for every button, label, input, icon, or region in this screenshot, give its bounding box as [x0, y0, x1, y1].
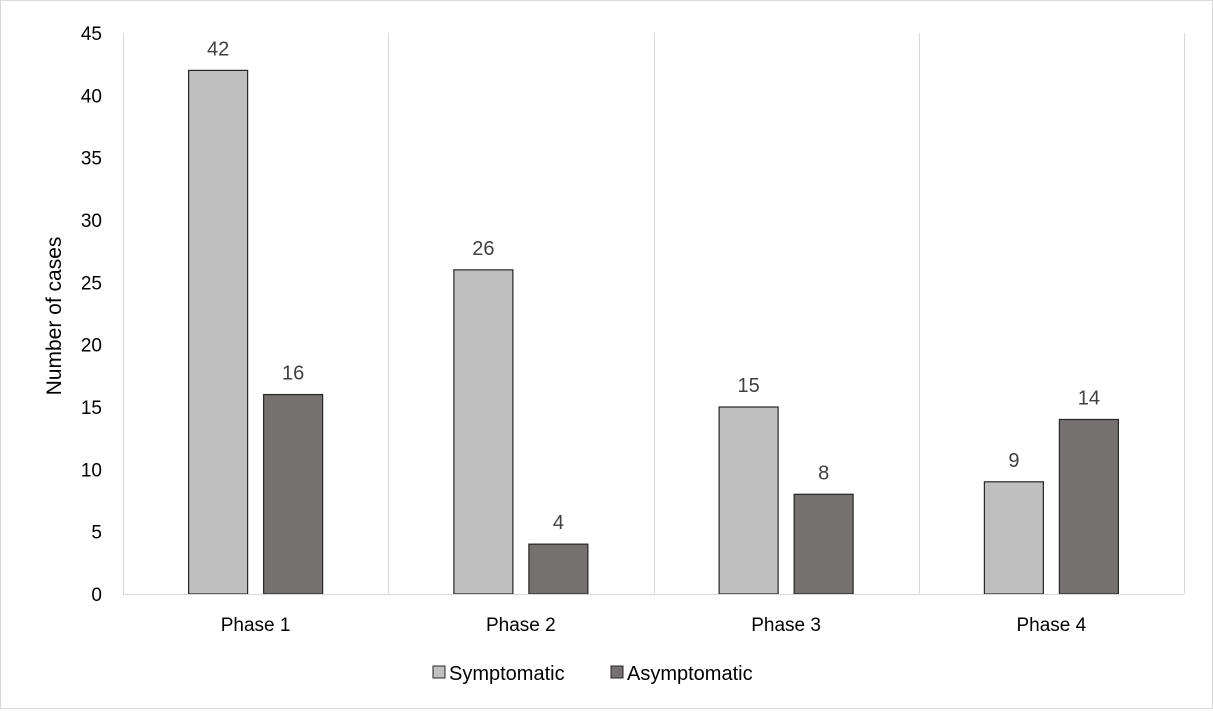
- y-tick-label: 30: [81, 211, 102, 232]
- grid-layer: [123, 33, 1185, 594]
- y-tick-label: 15: [81, 398, 102, 419]
- y-axis: 0 5 10 15 20 25 30 35 40 45: [81, 24, 102, 606]
- y-axis-title: Number of cases: [43, 237, 66, 396]
- legend-swatch-asymptomatic: [610, 665, 624, 679]
- data-label: 16: [282, 363, 304, 385]
- legend-label: Symptomatic: [449, 663, 565, 685]
- y-tick-label: 25: [81, 273, 102, 294]
- bar-symptomatic-1: [188, 69, 249, 595]
- x-category-label: Phase 1: [221, 615, 291, 636]
- y-tick-label: 0: [91, 585, 102, 606]
- x-category-label: Phase 2: [486, 615, 556, 636]
- y-tick-label: 35: [81, 149, 102, 170]
- x-axis: Phase 1 Phase 2 Phase 3 Phase 4: [123, 594, 1184, 636]
- bar-symptomatic-2: [453, 269, 514, 595]
- data-label: 4: [553, 512, 564, 534]
- data-label: 15: [738, 375, 760, 397]
- data-label: 42: [207, 38, 229, 60]
- data-label: 9: [1008, 450, 1019, 472]
- legend: Symptomatic Asymptomatic: [432, 663, 753, 685]
- legend-label: Asymptomatic: [627, 663, 753, 685]
- bar-symptomatic-4: [983, 481, 1044, 595]
- bar-asymptomatic-2: [528, 543, 589, 595]
- y-tick-label: 40: [81, 86, 102, 107]
- bar-asymptomatic-4: [1058, 418, 1119, 595]
- bar-asymptomatic-3: [793, 493, 854, 595]
- data-label: 26: [472, 238, 494, 260]
- x-category-label: Phase 3: [751, 615, 821, 636]
- y-tick-label: 45: [81, 24, 102, 45]
- bar-asymptomatic-1: [263, 393, 324, 595]
- bars-layer: [188, 69, 1119, 595]
- y-tick-label: 20: [81, 336, 102, 357]
- data-labels-layer: 42 16 26 4 15 8 9 14: [207, 38, 1100, 534]
- bar-symptomatic-3: [718, 406, 779, 595]
- data-label: 14: [1078, 387, 1100, 409]
- y-tick-label: 5: [91, 523, 102, 544]
- y-tick-label: 10: [81, 460, 102, 481]
- x-category-label: Phase 4: [1017, 615, 1087, 636]
- legend-swatch-symptomatic: [432, 665, 446, 679]
- data-label: 8: [818, 462, 829, 484]
